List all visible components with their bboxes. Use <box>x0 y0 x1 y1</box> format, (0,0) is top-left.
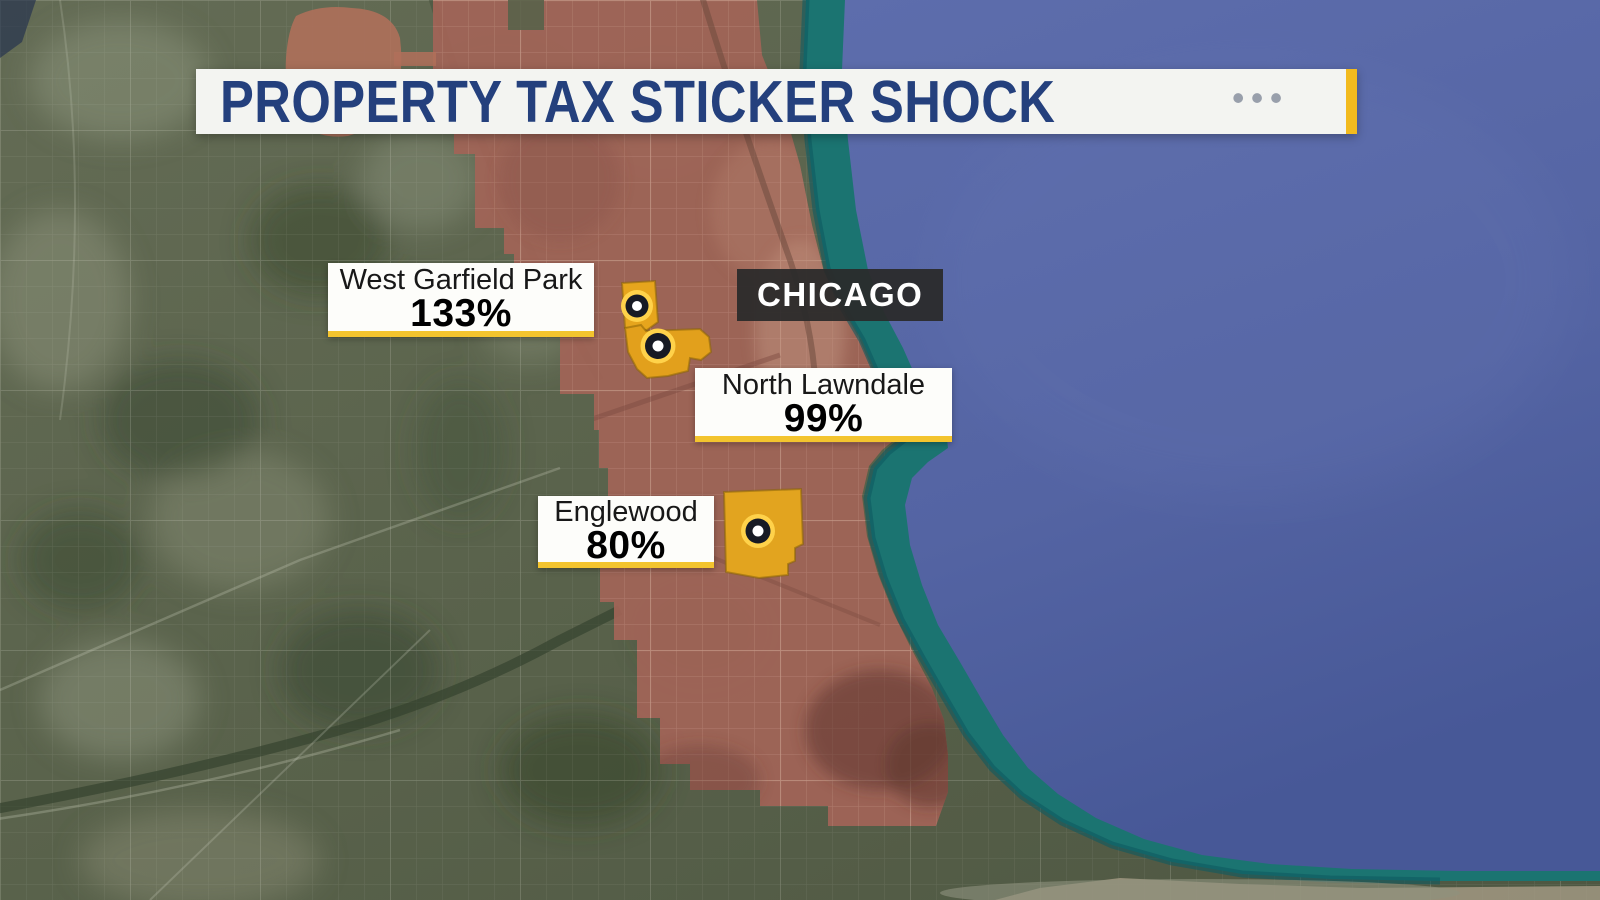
neighborhood-name: West Garfield Park <box>339 263 583 296</box>
ellipsis-icon: ••• <box>1232 78 1289 117</box>
callout-north-lawndale: North Lawndale 99% <box>695 368 952 442</box>
tax-increase-value: 99% <box>783 396 864 440</box>
neighborhood-markers <box>621 290 775 548</box>
city-label: CHICAGO <box>737 269 944 321</box>
title-banner: PROPERTY TAX STICKER SHOCK ••• <box>196 68 1357 135</box>
neighborhood-name: Englewood <box>554 495 698 528</box>
banner-accent-bar <box>1346 69 1357 134</box>
west-garfield-park-marker-icon <box>621 290 653 322</box>
tax-increase-value: 133% <box>410 291 512 335</box>
boundary-notch <box>508 0 544 30</box>
page-title: PROPERTY TAX STICKER SHOCK <box>220 68 1056 135</box>
lake-sheen <box>930 60 1570 500</box>
corner-water-patch <box>0 0 36 58</box>
neighborhood-name: North Lawndale <box>721 368 926 401</box>
tax-increase-value: 80% <box>586 523 666 567</box>
callout-englewood: Englewood 80% <box>538 496 714 568</box>
south-shore-land <box>940 878 1600 900</box>
englewood-marker-icon <box>741 514 775 548</box>
north-lawndale-marker-icon <box>640 328 676 364</box>
callout-west-garfield-park: West Garfield Park 133% <box>328 263 594 337</box>
